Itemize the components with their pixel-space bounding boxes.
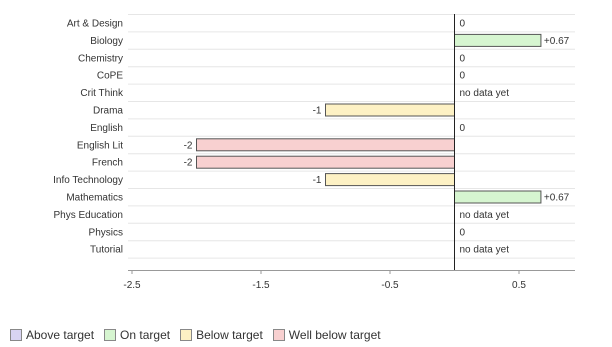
bar xyxy=(325,103,455,117)
legend-swatch-well-below xyxy=(272,329,285,341)
bar-chart: Art & Design 0 Biology +0.67 Chemistry 0 CoPE 0… xyxy=(53,14,575,291)
legend-label-below: Below target xyxy=(196,328,263,342)
legend-label-well-below: Well below target xyxy=(288,328,381,342)
category-label: Drama xyxy=(93,106,123,117)
data-label: 0 xyxy=(460,227,466,238)
data-label: -2 xyxy=(184,158,193,169)
category-label: English xyxy=(90,123,123,134)
axes: -2.5 -1.5 -0.5 0.5 xyxy=(123,14,575,291)
legend-label-on: On target xyxy=(120,328,171,342)
category-label: Physics xyxy=(89,227,123,238)
category-label: Biology xyxy=(90,36,123,47)
grid-lines xyxy=(128,14,575,259)
data-label: 0 xyxy=(460,53,466,64)
data-label: 0 xyxy=(460,123,466,134)
data-label: no data yet xyxy=(460,88,510,99)
data-label: +0.67 xyxy=(544,36,570,47)
data-label: -1 xyxy=(313,106,322,117)
category-label: Chemistry xyxy=(78,53,123,64)
legend-item-below: Below target xyxy=(180,328,263,342)
x-tick-label: 0.5 xyxy=(512,280,526,291)
data-label: 0 xyxy=(460,71,466,82)
category-label: French xyxy=(92,158,123,169)
data-label: no data yet xyxy=(460,210,510,221)
bar xyxy=(196,155,455,169)
category-label: English Lit xyxy=(77,140,123,151)
category-label: CoPE xyxy=(97,71,123,82)
x-tick-label: -2.5 xyxy=(123,280,141,291)
bar xyxy=(325,173,455,187)
bar xyxy=(454,33,542,47)
bar xyxy=(454,190,542,204)
category-label: Info Technology xyxy=(53,175,123,186)
category-label: Mathematics xyxy=(66,193,123,204)
category-label: Tutorial xyxy=(90,245,123,256)
legend-label-above: Above target xyxy=(26,328,95,342)
legend-item-well-below: Well below target xyxy=(272,328,381,342)
data-label: -1 xyxy=(313,175,322,186)
legend-swatch-on xyxy=(104,329,117,341)
bars xyxy=(196,33,542,204)
x-tick-label: -0.5 xyxy=(381,280,399,291)
category-label: Art & Design xyxy=(67,19,123,30)
category-label: Crit Think xyxy=(80,88,124,99)
legend-item-above: Above target xyxy=(10,328,94,342)
legend-item-on: On target xyxy=(104,328,170,342)
data-label: no data yet xyxy=(460,245,510,256)
legend-swatch-below xyxy=(180,329,193,341)
legend-swatch-above xyxy=(10,329,22,341)
data-label: +0.67 xyxy=(544,193,570,204)
data-label: -2 xyxy=(184,140,193,151)
x-tick-label: -1.5 xyxy=(252,280,270,291)
category-label: Phys Education xyxy=(54,210,124,221)
legend: Above target On target Below target Well… xyxy=(10,328,391,342)
data-label: 0 xyxy=(460,19,466,30)
bar xyxy=(196,138,455,152)
labels: Art & Design 0 Biology +0.67 Chemistry 0 CoPE 0… xyxy=(53,19,570,256)
